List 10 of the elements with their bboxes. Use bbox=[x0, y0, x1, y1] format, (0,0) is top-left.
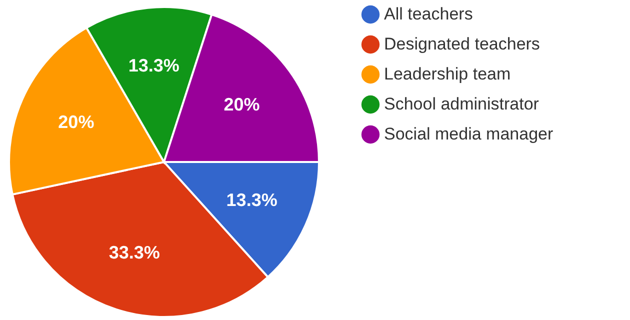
legend-label: School administrator bbox=[384, 94, 540, 114]
legend-label: Leadership team bbox=[384, 64, 511, 84]
legend-label: Social media manager bbox=[384, 124, 554, 144]
data-label: 20% bbox=[224, 94, 260, 114]
data-label: 20% bbox=[58, 112, 94, 132]
data-label: 13.3% bbox=[128, 55, 180, 76]
legend-label: All teachers bbox=[384, 4, 473, 24]
data-label: 13.3% bbox=[226, 190, 278, 210]
legend-label: Designated teachers bbox=[384, 34, 540, 54]
data-label: 33.3% bbox=[108, 242, 160, 262]
